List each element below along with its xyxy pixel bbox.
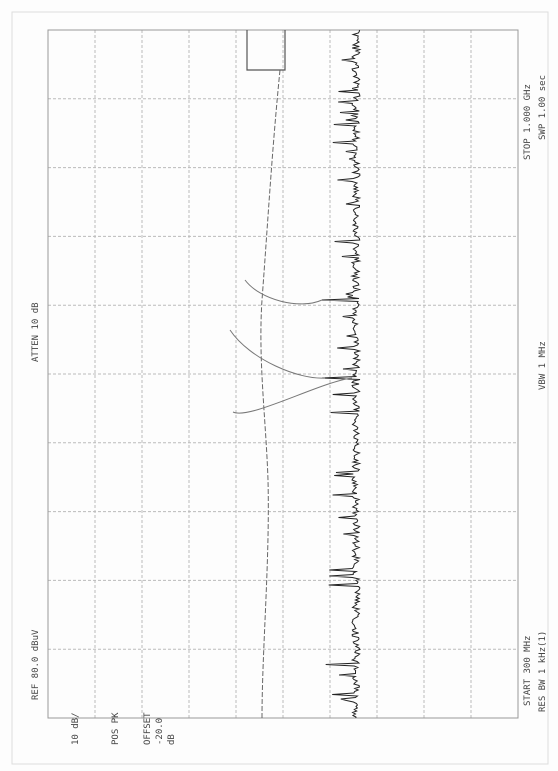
detector: POS PK (111, 712, 121, 745)
resolution-bandwidth: RES BW 1 kHz(1) (538, 631, 548, 712)
attenuation: ATTEN 10 dB (31, 302, 41, 362)
annotation-arrow (244, 279, 323, 305)
start-frequency: START 300 MHz (523, 636, 533, 706)
annotation-arrow (232, 377, 353, 414)
grid (48, 30, 518, 718)
paper-border (11, 11, 549, 765)
spectrum-trace (321, 29, 362, 719)
annotation-arrow (229, 329, 326, 379)
offset-unit: dB (167, 734, 177, 745)
offset-value: -20.0 (155, 718, 165, 745)
limit-line (246, 30, 286, 71)
stop-frequency: STOP 1.000 GHz (523, 84, 533, 160)
plot-frame (47, 29, 519, 719)
sweep-time: SWP 1.00 sec (538, 75, 548, 140)
ref-level: REF 80.0 dBuV (31, 629, 41, 700)
reference-curve (260, 69, 281, 719)
scale: 10 dB/ (71, 712, 81, 745)
video-bandwidth: VBW 1 MHz (538, 341, 548, 390)
offset-label: OFFSET (143, 712, 153, 745)
